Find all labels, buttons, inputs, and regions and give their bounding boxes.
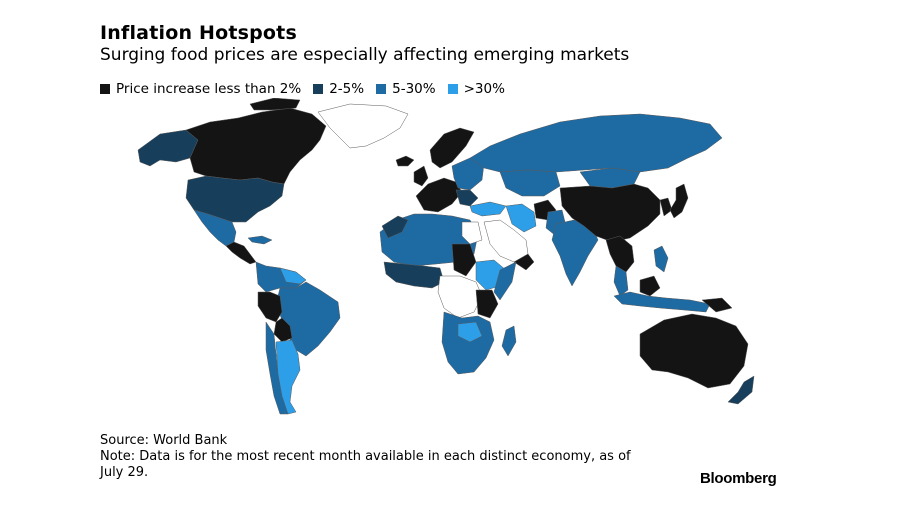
region-zambia — [457, 321, 483, 343]
region-philippines — [653, 245, 669, 273]
legend-swatch-2-5 — [313, 84, 324, 94]
legend-swatch-gt30 — [447, 84, 458, 94]
region-japan — [669, 183, 689, 219]
region-central-africa — [437, 275, 483, 319]
legend-item-5-30: 5-30% — [376, 81, 436, 97]
region-indonesia — [613, 291, 711, 313]
region-turkey — [469, 201, 507, 217]
legend-label-5-30: 5-30% — [392, 81, 436, 97]
region-russia — [469, 113, 723, 173]
region-colombia-venezuela — [255, 261, 307, 293]
legend-label-2-5: 2-5% — [329, 81, 365, 97]
footer: Source: World Bank Note: Data is for the… — [100, 433, 631, 481]
region-somalia — [493, 261, 517, 301]
region-iceland — [395, 155, 415, 167]
region-indochina — [605, 235, 635, 273]
source-text: Source: World Bank — [100, 433, 228, 448]
region-west-africa — [383, 261, 445, 289]
legend-label-gt30: >30% — [463, 81, 505, 97]
region-southern-africa — [441, 311, 495, 375]
page-title: Inflation Hotspots — [100, 22, 297, 44]
region-new-zealand — [727, 375, 755, 405]
legend-item-gt30: >30% — [447, 81, 505, 97]
world-map — [137, 98, 755, 415]
region-balkans — [455, 189, 479, 207]
legend-swatch-lt2 — [100, 84, 110, 94]
region-argentina — [275, 339, 301, 415]
region-malay — [613, 265, 629, 297]
region-scandinavia — [429, 127, 475, 169]
region-china — [559, 183, 661, 243]
region-png — [701, 297, 733, 313]
legend: Price increase less than 2% 2-5% 5-30% >… — [100, 81, 517, 97]
region-morocco — [381, 215, 409, 239]
region-oman-yemen — [513, 253, 535, 271]
region-peru — [257, 291, 283, 323]
legend-item-2-5: 2-5% — [313, 81, 364, 97]
region-korea — [659, 197, 673, 217]
region-east-africa — [475, 289, 499, 319]
region-borneo — [639, 275, 661, 297]
region-egypt — [461, 221, 483, 245]
region-caribbean — [247, 235, 273, 245]
region-guianas — [279, 267, 307, 285]
region-canada — [185, 107, 327, 185]
brand-logo: Bloomberg — [700, 470, 777, 487]
region-arctic-islands — [249, 98, 301, 111]
legend-item-lt2: Price increase less than 2% — [100, 81, 301, 97]
region-iran — [505, 203, 537, 233]
region-greenland — [317, 103, 409, 149]
legend-label-lt2: Price increase less than 2% — [116, 81, 302, 97]
region-uk — [413, 165, 429, 187]
region-kazakhstan — [499, 169, 561, 197]
region-australia — [639, 313, 749, 389]
note-text-line1: Note: Data is for the most recent month … — [100, 449, 631, 464]
region-madagascar — [501, 325, 517, 357]
region-sudan — [451, 243, 477, 277]
legend-swatch-5-30 — [376, 84, 387, 94]
region-alaska — [137, 129, 199, 167]
region-central-america — [225, 241, 257, 265]
note-text-line2: July 29. — [100, 465, 149, 480]
page-subtitle: Surging food prices are especially affec… — [100, 45, 630, 65]
